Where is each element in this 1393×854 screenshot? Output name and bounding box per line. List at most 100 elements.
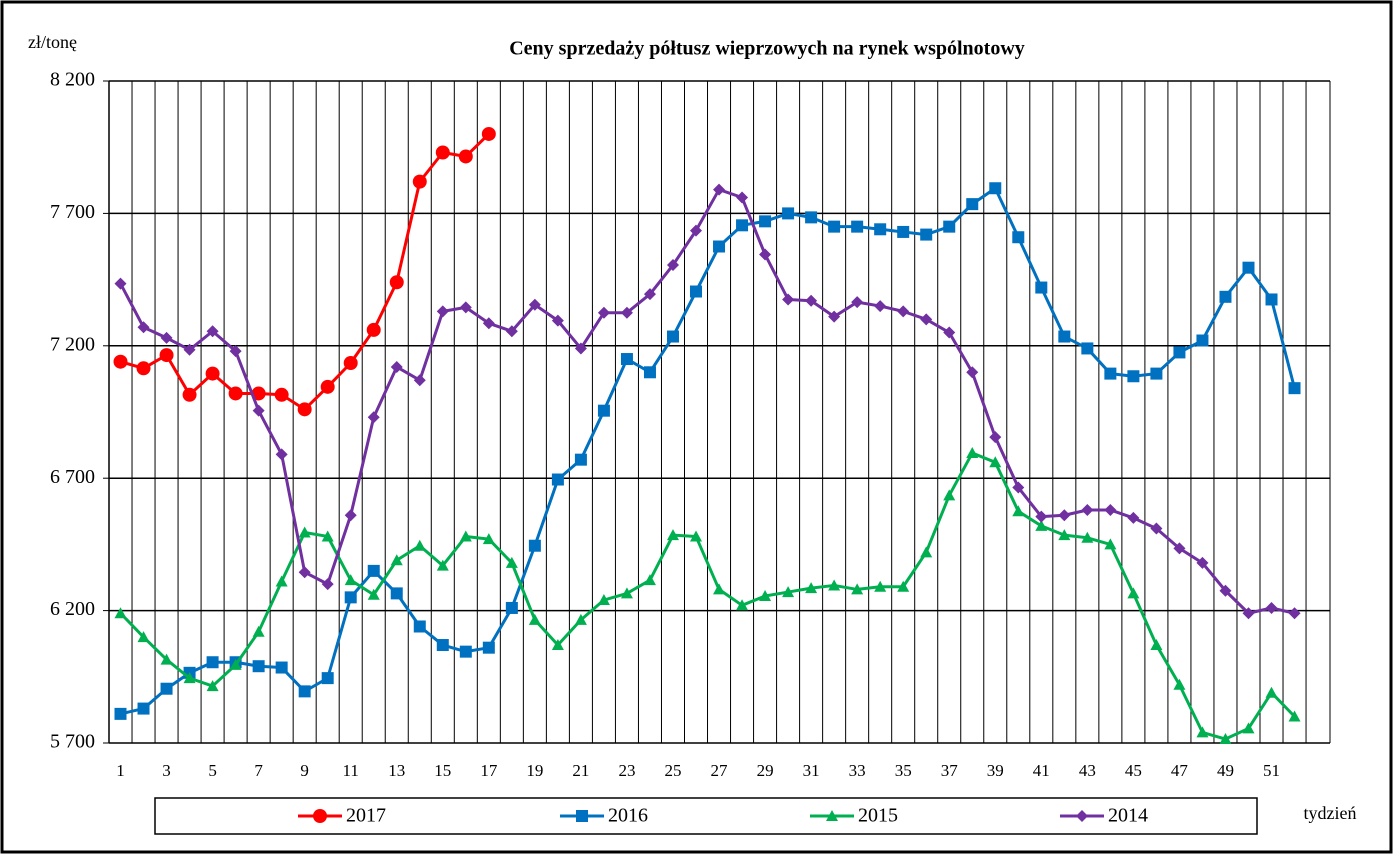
marker — [459, 530, 472, 542]
marker — [1196, 556, 1209, 569]
x-tick-label: 5 — [208, 761, 217, 780]
marker — [114, 707, 127, 720]
y-tick-label: 8 200 — [50, 69, 95, 91]
marker — [713, 183, 726, 196]
x-tick-label: 19 — [526, 761, 543, 780]
marker — [574, 453, 587, 466]
marker — [989, 182, 1002, 195]
y-axis-label: zł/tonę — [28, 32, 77, 52]
marker — [759, 590, 772, 602]
marker — [1288, 382, 1301, 395]
x-tick-label: 3 — [162, 761, 171, 780]
marker — [874, 223, 887, 236]
marker — [1196, 726, 1209, 738]
x-tick-label: 31 — [803, 761, 820, 780]
y-tick-label: 6 200 — [50, 598, 95, 620]
marker — [805, 582, 818, 594]
marker — [436, 639, 449, 652]
marker — [321, 530, 334, 542]
marker — [920, 228, 933, 241]
marker — [920, 546, 933, 558]
y-tick-label: 7 700 — [50, 201, 95, 223]
marker — [1104, 538, 1117, 550]
marker — [966, 447, 979, 459]
marker — [828, 220, 841, 233]
marker — [1150, 639, 1163, 651]
marker — [1012, 505, 1025, 517]
x-tick-label: 21 — [572, 761, 589, 780]
marker — [643, 288, 656, 301]
marker — [344, 509, 357, 522]
series-line — [120, 186, 1296, 716]
marker — [1104, 367, 1117, 380]
marker — [137, 631, 150, 643]
marker — [1058, 509, 1071, 522]
x-tick-label: 43 — [1079, 761, 1096, 780]
legend-label: 2015 — [858, 805, 898, 827]
marker — [851, 583, 864, 595]
marker — [229, 658, 242, 670]
marker — [205, 366, 220, 381]
marker — [759, 248, 772, 261]
marker — [1196, 334, 1209, 347]
marker — [367, 564, 380, 577]
marker — [643, 366, 656, 379]
marker — [666, 330, 679, 343]
y-tick-label: 6 700 — [50, 466, 95, 488]
x-tick-label: 39 — [987, 761, 1004, 780]
marker — [183, 672, 196, 684]
marker — [690, 530, 703, 542]
marker — [1081, 531, 1094, 543]
marker — [160, 682, 173, 695]
x-tick-label: 49 — [1217, 761, 1234, 780]
marker — [574, 342, 587, 355]
marker — [1288, 607, 1301, 620]
marker — [1173, 678, 1186, 690]
marker — [620, 306, 633, 319]
marker — [620, 587, 633, 599]
marker — [874, 300, 887, 313]
x-tick-label: 47 — [1171, 761, 1189, 780]
marker — [1081, 342, 1094, 355]
marker — [920, 313, 933, 326]
marker — [482, 317, 495, 330]
marker — [390, 554, 403, 566]
x-tick-label: 41 — [1033, 761, 1050, 780]
marker — [252, 625, 265, 637]
marker — [344, 591, 357, 604]
marker — [435, 145, 450, 160]
marker — [367, 411, 380, 424]
legend-label: 2017 — [346, 805, 386, 827]
x-tick-label: 15 — [434, 761, 451, 780]
marker — [114, 607, 127, 619]
marker — [206, 656, 219, 669]
marker — [1012, 481, 1025, 494]
marker — [137, 702, 150, 715]
marker — [137, 321, 150, 334]
marker — [1242, 261, 1255, 274]
marker — [874, 580, 887, 592]
marker — [251, 386, 266, 401]
marker — [275, 448, 288, 461]
marker — [458, 149, 473, 164]
marker — [966, 366, 979, 379]
marker — [1127, 370, 1140, 383]
marker — [897, 225, 910, 238]
marker — [136, 361, 151, 376]
marker — [344, 574, 357, 586]
marker — [390, 360, 403, 373]
x-tick-label: 23 — [618, 761, 635, 780]
marker — [298, 526, 311, 538]
marker — [436, 305, 449, 318]
x-tick-label: 17 — [480, 761, 498, 780]
marker — [459, 301, 472, 314]
marker — [114, 277, 127, 290]
marker — [298, 685, 311, 698]
x-tick-label: 45 — [1125, 761, 1142, 780]
marker — [412, 174, 427, 189]
marker — [1012, 231, 1025, 244]
x-tick-label: 25 — [664, 761, 681, 780]
marker — [228, 386, 243, 401]
marker — [713, 583, 726, 595]
